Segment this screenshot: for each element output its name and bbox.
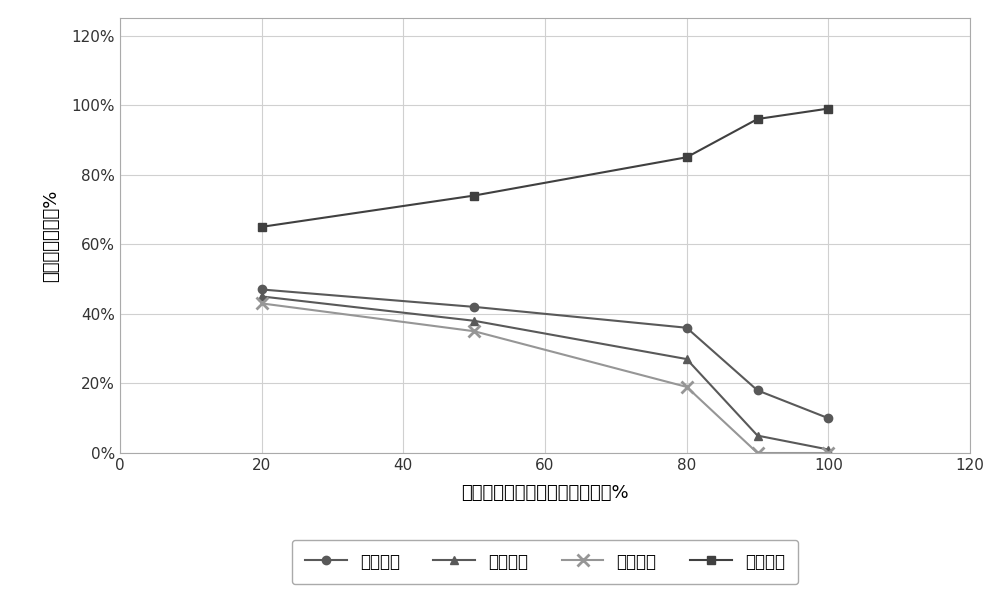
锶浸出率 xyxy=(468,303,480,310)
X-axis label: 不同温度下废旧电池的浸出效果%: 不同温度下废旧电池的浸出效果% xyxy=(461,484,629,502)
Line: 锂浸出率: 锂浸出率 xyxy=(257,104,832,231)
锶浸出率 xyxy=(256,286,268,293)
锶浸出率 xyxy=(752,387,764,394)
靴浸出率 xyxy=(256,293,268,300)
锶浸出率 xyxy=(681,324,693,332)
Line: 锤浸出率: 锤浸出率 xyxy=(256,298,834,458)
锤浸出率 xyxy=(468,327,480,335)
锶浸出率 xyxy=(822,414,834,422)
Line: 锶浸出率: 锶浸出率 xyxy=(257,285,832,422)
锂浸出率 xyxy=(256,223,268,231)
锤浸出率 xyxy=(256,300,268,307)
锂浸出率 xyxy=(822,105,834,112)
靴浸出率 xyxy=(468,317,480,324)
锂浸出率 xyxy=(752,115,764,123)
靴浸出率 xyxy=(822,446,834,453)
锤浸出率 xyxy=(752,449,764,457)
Legend: 锶浸出率, 靴浸出率, 锤浸出率, 锂浸出率: 锶浸出率, 靴浸出率, 锤浸出率, 锂浸出率 xyxy=(292,539,798,584)
靴浸出率 xyxy=(681,355,693,362)
靴浸出率 xyxy=(752,432,764,439)
Line: 靴浸出率: 靴浸出率 xyxy=(257,292,832,454)
Y-axis label: 有价金属浸出率%: 有价金属浸出率% xyxy=(43,190,61,281)
锂浸出率 xyxy=(468,192,480,199)
锤浸出率 xyxy=(822,449,834,457)
锂浸出率 xyxy=(681,153,693,161)
锤浸出率 xyxy=(681,384,693,391)
